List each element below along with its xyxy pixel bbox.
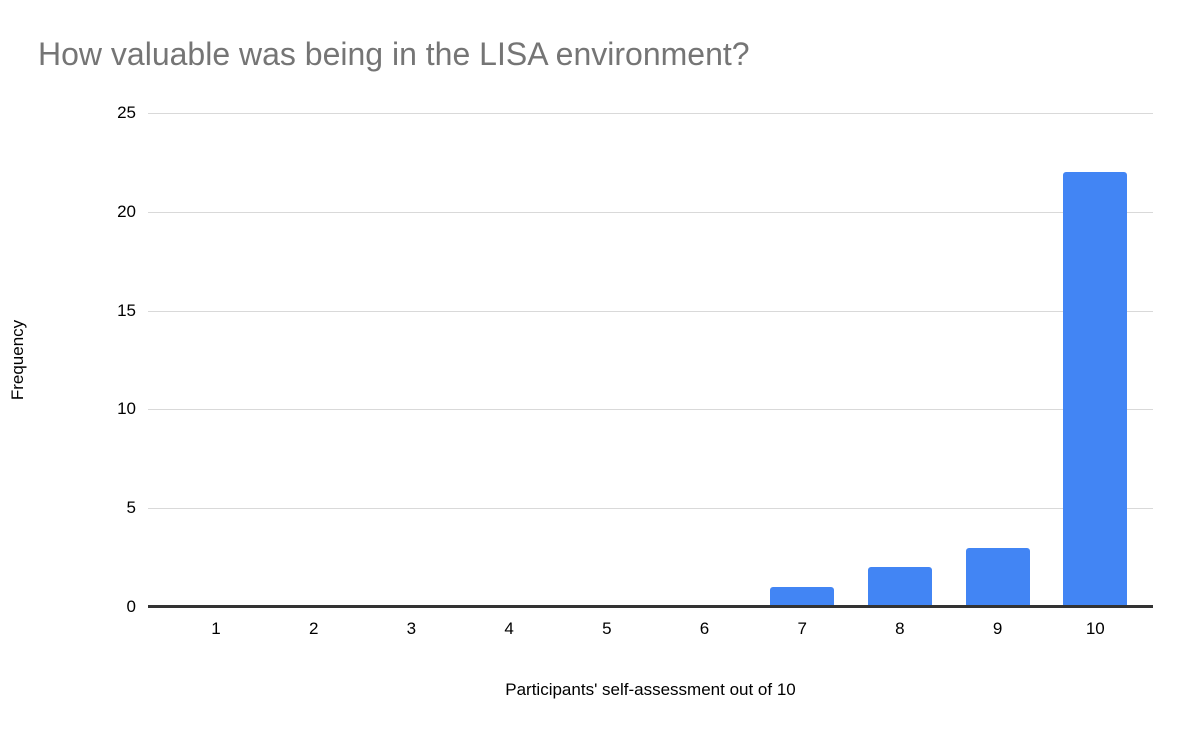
x-tick-label-5: 5 [602, 619, 612, 638]
chart-title: How valuable was being in the LISA envir… [38, 36, 750, 72]
x-tick-label-7: 7 [797, 619, 807, 638]
gridline-20 [148, 211, 1153, 213]
gridline-15 [148, 310, 1153, 312]
x-tick-label-4: 4 [504, 619, 514, 638]
bar-10 [1063, 172, 1128, 607]
x-tick-label-1: 1 [211, 619, 221, 638]
y-tick-label-10: 10 [117, 399, 136, 419]
x-tick-label-10: 10 [1085, 619, 1105, 638]
x-tick-label-3: 3 [406, 619, 417, 638]
y-tick-label-20: 20 [117, 201, 136, 221]
bar-7 [770, 587, 835, 607]
y-tick-label-15: 15 [117, 300, 136, 320]
y-tick-label-0: 0 [126, 597, 136, 616]
x-tick-label-9: 9 [992, 619, 1003, 638]
plot-area [148, 113, 1153, 608]
x-tick-label-8: 8 [895, 619, 905, 638]
x-tick-label-2: 2 [308, 619, 319, 638]
gridline-25 [148, 113, 1153, 114]
gridline-10 [148, 409, 1153, 411]
y-tick-label-25: 25 [117, 103, 136, 122]
x-axis-line [148, 605, 1153, 608]
y-tick-label-5: 5 [126, 498, 136, 518]
gridline-5 [148, 508, 1153, 510]
bar-8 [867, 567, 932, 607]
x-tick-label-6: 6 [699, 619, 710, 638]
bar-9 [965, 547, 1030, 607]
x-axis-title: Participants' self-assessment out of 10 [505, 680, 796, 699]
